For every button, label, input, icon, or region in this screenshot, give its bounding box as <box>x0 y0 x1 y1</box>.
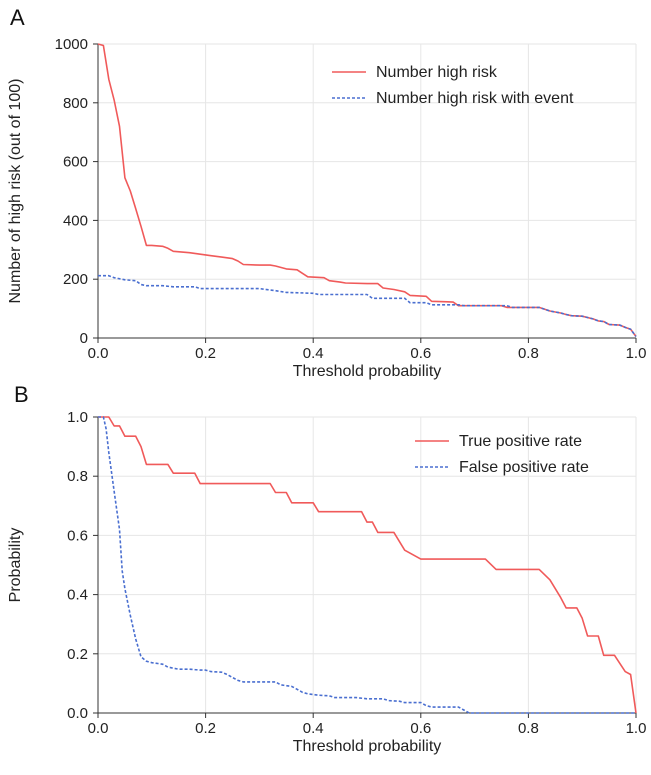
series-line-blue <box>98 416 636 714</box>
legend-label: Number high risk with event <box>376 90 574 107</box>
y-tick-label: 0.8 <box>67 468 88 485</box>
y-tick-label: 1.0 <box>67 409 88 426</box>
legend-label: True positive rate <box>459 433 582 450</box>
chart-b: 0.0 0.2 0.4 0.6 0.8 1.0 0.0 0.2 0.4 0.6 0.8 1.0 Thre… <box>7 409 647 755</box>
series-line-blue <box>98 274 637 337</box>
y-tick-label: 200 <box>63 271 88 288</box>
x-tick-label: 0.4 <box>303 720 324 737</box>
y-tick-label: 400 <box>63 212 88 229</box>
y-tick-label: 0.0 <box>67 705 88 722</box>
x-axis-title: Threshold probability <box>293 363 442 380</box>
y-tick-label: 0.2 <box>67 646 88 663</box>
x-tick-label: 0.6 <box>410 720 431 737</box>
chart-a: 0.0 0.2 0.4 0.6 0.8 1.0 0 200 400 600 800 1000 Thres… <box>7 36 647 380</box>
x-tick-label: 0.0 <box>88 720 109 737</box>
y-tick-label: 0 <box>80 330 88 347</box>
panel-letter-a: A <box>10 5 25 30</box>
x-tick-label: 0.0 <box>88 345 109 362</box>
x-tick-label: 0.2 <box>195 345 216 362</box>
x-tick-label: 1.0 <box>626 345 647 362</box>
x-tick-label: 0.4 <box>303 345 324 362</box>
y-tick-label: 600 <box>63 154 88 171</box>
x-tick-label: 0.8 <box>518 720 539 737</box>
panel-letter-b: B <box>14 382 29 407</box>
x-tick-label: 0.8 <box>518 345 539 362</box>
y-tick-label: 0.4 <box>67 587 88 604</box>
x-tick-label: 1.0 <box>626 720 647 737</box>
series-line-red <box>98 416 637 714</box>
y-tick-label: 0.6 <box>67 527 88 544</box>
y-tick-label: 800 <box>63 95 88 112</box>
x-tick-label: 0.2 <box>195 720 216 737</box>
x-tick-label: 0.6 <box>410 345 431 362</box>
legend-label: False positive rate <box>459 459 589 476</box>
y-axis-title: Probability <box>7 528 24 603</box>
y-tick-label: 1000 <box>55 36 88 53</box>
x-axis-title: Threshold probability <box>293 738 442 755</box>
series-line-red <box>97 43 637 337</box>
legend-label: Number high risk <box>376 64 498 81</box>
y-axis-title: Number of high risk (out of 100) <box>7 79 24 304</box>
